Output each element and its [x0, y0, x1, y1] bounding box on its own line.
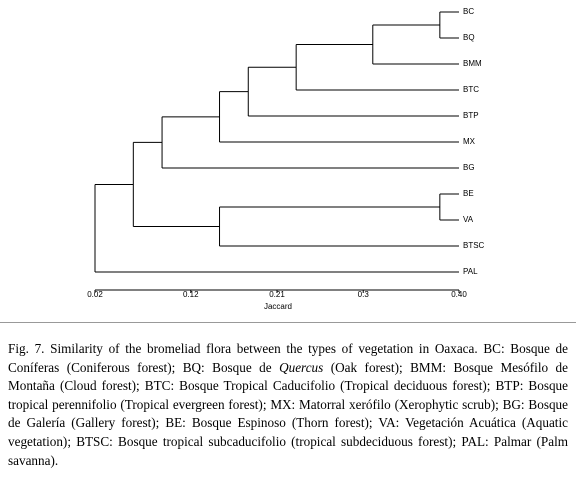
dendrogram: Jaccard 0.02 0.12 0.21 0.3 0.40 BC BQ BMM BTC BTP…: [87, 7, 485, 311]
leaf-label: MX: [463, 137, 476, 146]
leaf-label: BG: [463, 163, 475, 172]
x-tick-label: 0.3: [358, 290, 370, 299]
figure-caption: Fig. 7. Similarity of the bromeliad flor…: [8, 340, 568, 470]
x-axis-label: Jaccard: [264, 302, 292, 311]
x-tick-label: 0.21: [269, 290, 285, 299]
x-tick-label: 0.40: [451, 290, 467, 299]
x-tick-label: 0.12: [183, 290, 199, 299]
leaf-label: BE: [463, 189, 474, 198]
caption-italic: Quercus: [279, 359, 324, 375]
leaf-label: BTSC: [463, 241, 485, 250]
x-tick-label: 0.02: [87, 290, 103, 299]
leaf-label: VA: [463, 215, 474, 224]
separator: [0, 322, 576, 323]
leaf-label: PAL: [463, 267, 478, 276]
leaf-label: BMM: [463, 59, 482, 68]
leaf-label: BTP: [463, 111, 479, 120]
leaf-label: BC: [463, 7, 474, 16]
leaf-label: BTC: [463, 85, 479, 94]
leaf-label: BQ: [463, 33, 475, 42]
caption-text: Fig. 7. Similarity of the bromeliad flor…: [8, 341, 568, 375]
caption-text: (Oak forest); BMM: Bosque Mesófilo de Mo…: [8, 359, 568, 468]
